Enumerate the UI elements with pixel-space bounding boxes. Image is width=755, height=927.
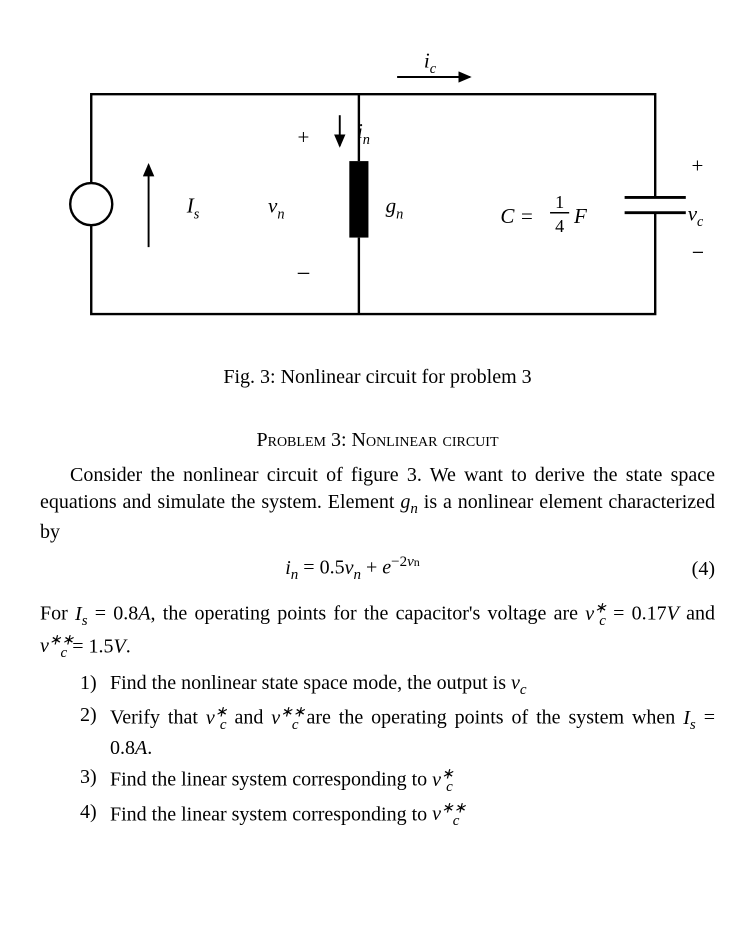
circuit-svg: Is + − vn gn in ic C = 1 4 F + − vc bbox=[53, 30, 703, 340]
item-text-3: Find the linear system corresponding to … bbox=[110, 764, 715, 797]
equation-number: (4) bbox=[665, 558, 715, 581]
gn-element bbox=[349, 161, 368, 237]
vc-plus: + bbox=[691, 154, 702, 178]
item-text-1: Find the nonlinear state space mode, the… bbox=[110, 670, 715, 700]
wire-top bbox=[91, 94, 655, 197]
paragraph-1: Consider the nonlinear circuit of figure… bbox=[40, 462, 715, 546]
list-item-1: 1) Find the nonlinear state space mode, … bbox=[80, 670, 715, 700]
equation-body: in = 0.5vn + e−2vn bbox=[40, 554, 665, 584]
item-num-4: 4) bbox=[80, 799, 110, 832]
wire-bottom bbox=[91, 213, 655, 314]
p1-gn-sub: n bbox=[410, 501, 418, 517]
circuit-figure: Is + − vn gn in ic C = 1 4 F + − vc bbox=[53, 30, 703, 346]
section-title-rest: Nonlinear circuit bbox=[352, 429, 499, 451]
item-text-4: Find the linear system corresponding to … bbox=[110, 799, 715, 832]
paragraph-2: For Is = 0.8A, the operating points for … bbox=[40, 598, 715, 664]
section-title-prefix: Problem 3: bbox=[256, 429, 351, 451]
item-num-2: 2) bbox=[80, 702, 110, 762]
svg-text:1: 1 bbox=[555, 192, 564, 212]
is-label: Is bbox=[185, 194, 199, 223]
vc-label: vc bbox=[687, 201, 702, 230]
gn-label: gn bbox=[385, 194, 403, 223]
equation-4: in = 0.5vn + e−2vn (4) bbox=[40, 554, 715, 584]
svg-text:C =: C = bbox=[500, 204, 533, 228]
figure-caption: Fig. 3: Nonlinear circuit for problem 3 bbox=[40, 366, 715, 389]
svg-text:F: F bbox=[572, 204, 587, 228]
p1-gn: g bbox=[400, 491, 410, 513]
list-item-4: 4) Find the linear system corresponding … bbox=[80, 799, 715, 832]
item-num-3: 3) bbox=[80, 764, 110, 797]
list-item-3: 3) Find the linear system corresponding … bbox=[80, 764, 715, 797]
item-num-1: 1) bbox=[80, 670, 110, 700]
ic-label: ic bbox=[423, 48, 436, 77]
item-text-2: Verify that v∗c and v∗∗c are the operati… bbox=[110, 702, 715, 762]
vn-plus: + bbox=[297, 125, 309, 149]
current-source bbox=[70, 183, 112, 225]
vn-minus: − bbox=[296, 261, 310, 288]
svg-text:4: 4 bbox=[555, 216, 564, 236]
list-item-2: 2) Verify that v∗c and v∗∗c are the oper… bbox=[80, 702, 715, 762]
vc-minus: − bbox=[691, 240, 702, 267]
cap-label: C = 1 4 F bbox=[500, 192, 588, 236]
vn-label: vn bbox=[268, 194, 285, 223]
section-title: Problem 3: Nonlinear circuit bbox=[40, 429, 715, 452]
problem-list: 1) Find the nonlinear state space mode, … bbox=[40, 670, 715, 832]
